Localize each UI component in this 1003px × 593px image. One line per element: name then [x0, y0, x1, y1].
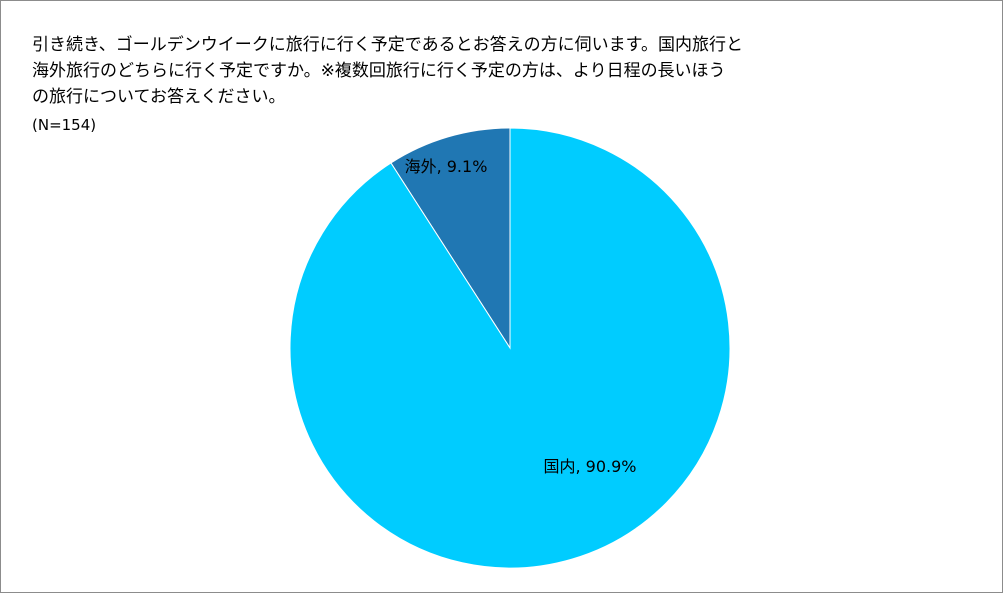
chart-title: 引き続き、ゴールデンウイークに旅行に行く予定であるとお答えの方に伺います。国内旅…: [32, 32, 852, 110]
sample-size-label: (N=154): [32, 116, 97, 134]
pie-slice-label-1: 海外, 9.1%: [405, 157, 488, 176]
pie-slices: [289, 127, 731, 569]
chart-title-line-2: 海外旅行のどちらに行く予定ですか。※複数回旅行に行く予定の方は、より日程の長いほ…: [32, 61, 726, 81]
pie-labels: 海外, 9.1% 国内, 90.9%: [405, 157, 637, 476]
pie-slice-2: [289, 127, 731, 569]
pie-slice-1: [390, 127, 511, 350]
chart-title-line-3: の旅行についてお答えください。: [32, 87, 286, 107]
chart-title-line-1: 引き続き、ゴールデンウイークに旅行に行く予定であるとお答えの方に伺います。国内旅…: [32, 35, 743, 55]
pie-slice-label-2: 国内, 90.9%: [543, 457, 636, 476]
